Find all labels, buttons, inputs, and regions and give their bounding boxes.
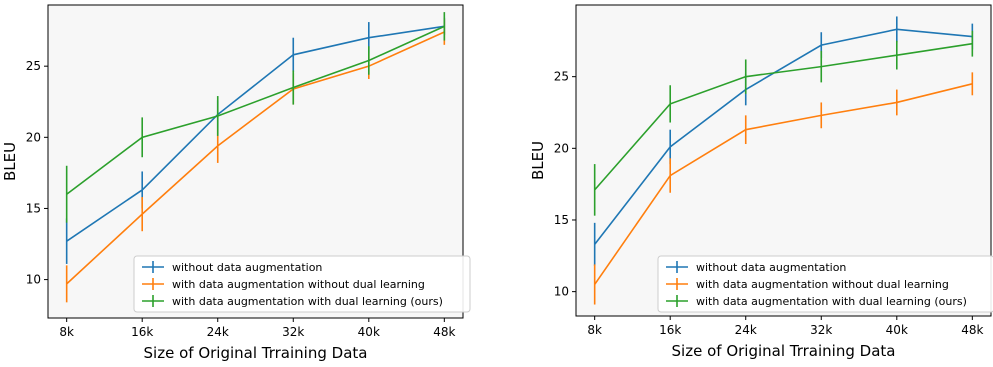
- legend: without data augmentation with data augme…: [134, 256, 470, 312]
- x-tick-label: 24k: [207, 325, 229, 339]
- y-tick-label: 10: [554, 285, 569, 299]
- x-tick-label: 24k: [735, 323, 757, 337]
- x-tick-label: 16k: [659, 323, 681, 337]
- y-tick-label: 25: [26, 59, 41, 73]
- y-tick-label: 15: [26, 201, 41, 215]
- legend-label-2: with data augmentation with dual learnin…: [172, 295, 443, 308]
- y-tick-label: 10: [26, 273, 41, 287]
- legend-label-2: with data augmentation with dual learnin…: [696, 295, 967, 308]
- x-tick-label: 8k: [59, 325, 74, 339]
- y-tick-label: 15: [554, 213, 569, 227]
- x-tick-label: 40k: [358, 325, 380, 339]
- x-tick-label: 32k: [810, 323, 832, 337]
- legend-label-1: with data augmentation without dual lear…: [696, 278, 949, 291]
- x-tick-label: 48k: [433, 325, 455, 339]
- y-tick-label: 20: [26, 130, 41, 144]
- legend-label-1: with data augmentation without dual lear…: [172, 278, 425, 291]
- chart-right: 8k 16k 24k 32k 40k 48k 10 15 20 25 Size of Origina…: [524, 0, 993, 367]
- legend-label-0: without data augmentation: [172, 261, 322, 274]
- y-axis-label: BLEU: [529, 141, 547, 180]
- x-axis-label: Size of Original Trraining Data: [144, 344, 368, 362]
- legend: without data augmentation with data augme…: [658, 256, 993, 312]
- x-tick-label: 8k: [587, 323, 602, 337]
- x-tick-label: 16k: [131, 325, 153, 339]
- chart-left: 8k 16k 24k 32k 40k 48k 10 15 20 25 Size of Origina…: [0, 0, 470, 367]
- x-tick-label: 40k: [886, 323, 908, 337]
- legend-label-0: without data augmentation: [696, 261, 846, 274]
- x-axis-label: Size of Original Trraining Data: [672, 342, 896, 360]
- y-tick-label: 25: [554, 70, 569, 84]
- y-tick-label: 20: [554, 141, 569, 155]
- x-tick-label: 48k: [961, 323, 983, 337]
- x-tick-label: 32k: [282, 325, 304, 339]
- y-axis-label: BLEU: [1, 142, 19, 181]
